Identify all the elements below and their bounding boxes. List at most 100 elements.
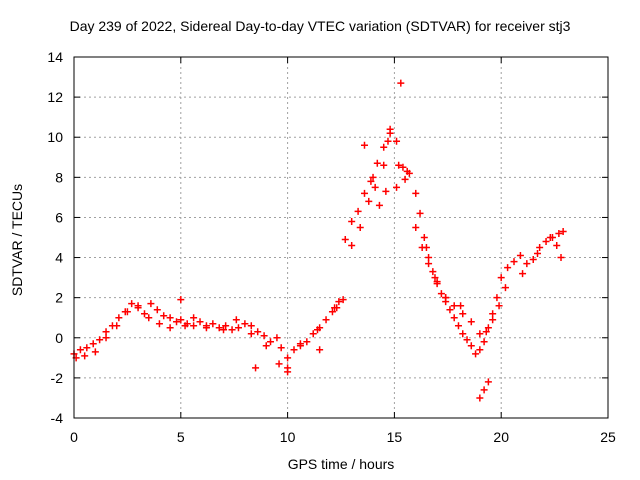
data-point	[431, 274, 439, 282]
data-point	[314, 326, 322, 334]
data-point	[380, 143, 388, 151]
data-point	[472, 350, 480, 358]
data-point	[273, 334, 281, 342]
data-point	[128, 300, 136, 308]
data-point	[536, 244, 544, 252]
data-point	[425, 254, 433, 262]
data-point	[173, 318, 181, 326]
data-point	[123, 308, 131, 316]
data-point	[480, 386, 488, 394]
data-point	[446, 306, 454, 314]
data-point	[484, 324, 492, 332]
data-point	[260, 332, 268, 340]
data-point	[102, 334, 110, 342]
data-point	[284, 368, 292, 376]
data-point	[463, 336, 471, 344]
data-point	[335, 298, 343, 306]
data-point	[546, 234, 554, 241]
y-tick-label: 2	[55, 290, 63, 306]
data-point	[393, 183, 401, 191]
data-points	[70, 79, 567, 402]
data-point	[367, 177, 375, 185]
data-point	[375, 201, 383, 209]
data-point	[202, 324, 210, 332]
data-point	[553, 242, 561, 250]
data-point	[181, 322, 189, 330]
data-point	[480, 338, 488, 346]
data-point	[450, 302, 458, 310]
data-point	[341, 236, 349, 244]
data-point	[102, 328, 110, 336]
data-point	[252, 364, 260, 372]
data-point	[429, 268, 437, 276]
data-point	[493, 294, 501, 302]
data-point	[220, 326, 228, 334]
y-tick-label: 14	[47, 49, 63, 65]
data-point	[393, 137, 401, 145]
axis-ticks	[73, 56, 609, 419]
data-point	[155, 320, 163, 328]
data-point	[147, 300, 155, 308]
data-point	[476, 394, 484, 402]
data-point	[386, 125, 394, 133]
data-point	[403, 167, 411, 175]
data-point	[328, 308, 336, 316]
y-tick-label: 10	[47, 129, 63, 145]
y-tick-label: 12	[47, 89, 63, 105]
grid-lines	[74, 57, 608, 418]
data-point	[190, 322, 198, 330]
data-point	[89, 340, 97, 348]
data-point	[83, 344, 91, 352]
data-point	[247, 330, 255, 338]
data-point	[360, 189, 368, 197]
data-point	[177, 316, 185, 324]
tick-labels: 0 5 10 15 20 25 -4 -2 0 2 4 6 8 10 12 14	[47, 49, 616, 445]
data-point	[360, 141, 368, 149]
data-point	[262, 342, 270, 350]
data-point	[134, 302, 142, 310]
data-point	[365, 197, 373, 205]
data-point	[433, 278, 441, 286]
x-tick-label: 10	[280, 429, 296, 445]
data-point	[510, 258, 518, 266]
data-point	[222, 322, 230, 330]
data-point	[559, 227, 567, 235]
data-point	[457, 302, 465, 310]
data-point	[437, 290, 445, 298]
data-point	[557, 254, 565, 262]
data-point	[81, 352, 89, 360]
data-point	[277, 344, 285, 352]
data-point	[145, 314, 153, 322]
x-tick-label: 15	[387, 429, 403, 445]
data-point	[442, 294, 450, 302]
x-axis-label: GPS time / hours	[287, 456, 395, 472]
data-point	[348, 217, 356, 225]
data-point	[177, 296, 185, 304]
data-point	[422, 244, 430, 252]
data-point	[534, 250, 542, 258]
data-point	[296, 340, 304, 348]
data-point	[459, 330, 467, 338]
chart-title: Day 239 of 2022, Sidereal Day-to-day VTE…	[69, 18, 571, 34]
data-point	[516, 252, 524, 260]
y-tick-label: 8	[55, 169, 63, 185]
data-point	[284, 354, 292, 362]
y-tick-label: 4	[55, 250, 63, 266]
data-point	[275, 360, 283, 368]
y-tick-label: -2	[51, 370, 64, 386]
data-point	[373, 159, 381, 167]
data-point	[529, 256, 537, 264]
data-point	[140, 310, 148, 318]
data-point	[209, 320, 217, 328]
data-point	[234, 324, 242, 332]
data-point	[371, 183, 379, 191]
data-point	[91, 348, 99, 356]
x-tick-label: 20	[493, 429, 509, 445]
data-point	[412, 223, 420, 231]
data-point	[267, 338, 275, 346]
data-point	[196, 318, 204, 326]
data-point	[484, 378, 492, 386]
x-tick-label: 5	[177, 429, 185, 445]
data-point	[76, 346, 84, 354]
